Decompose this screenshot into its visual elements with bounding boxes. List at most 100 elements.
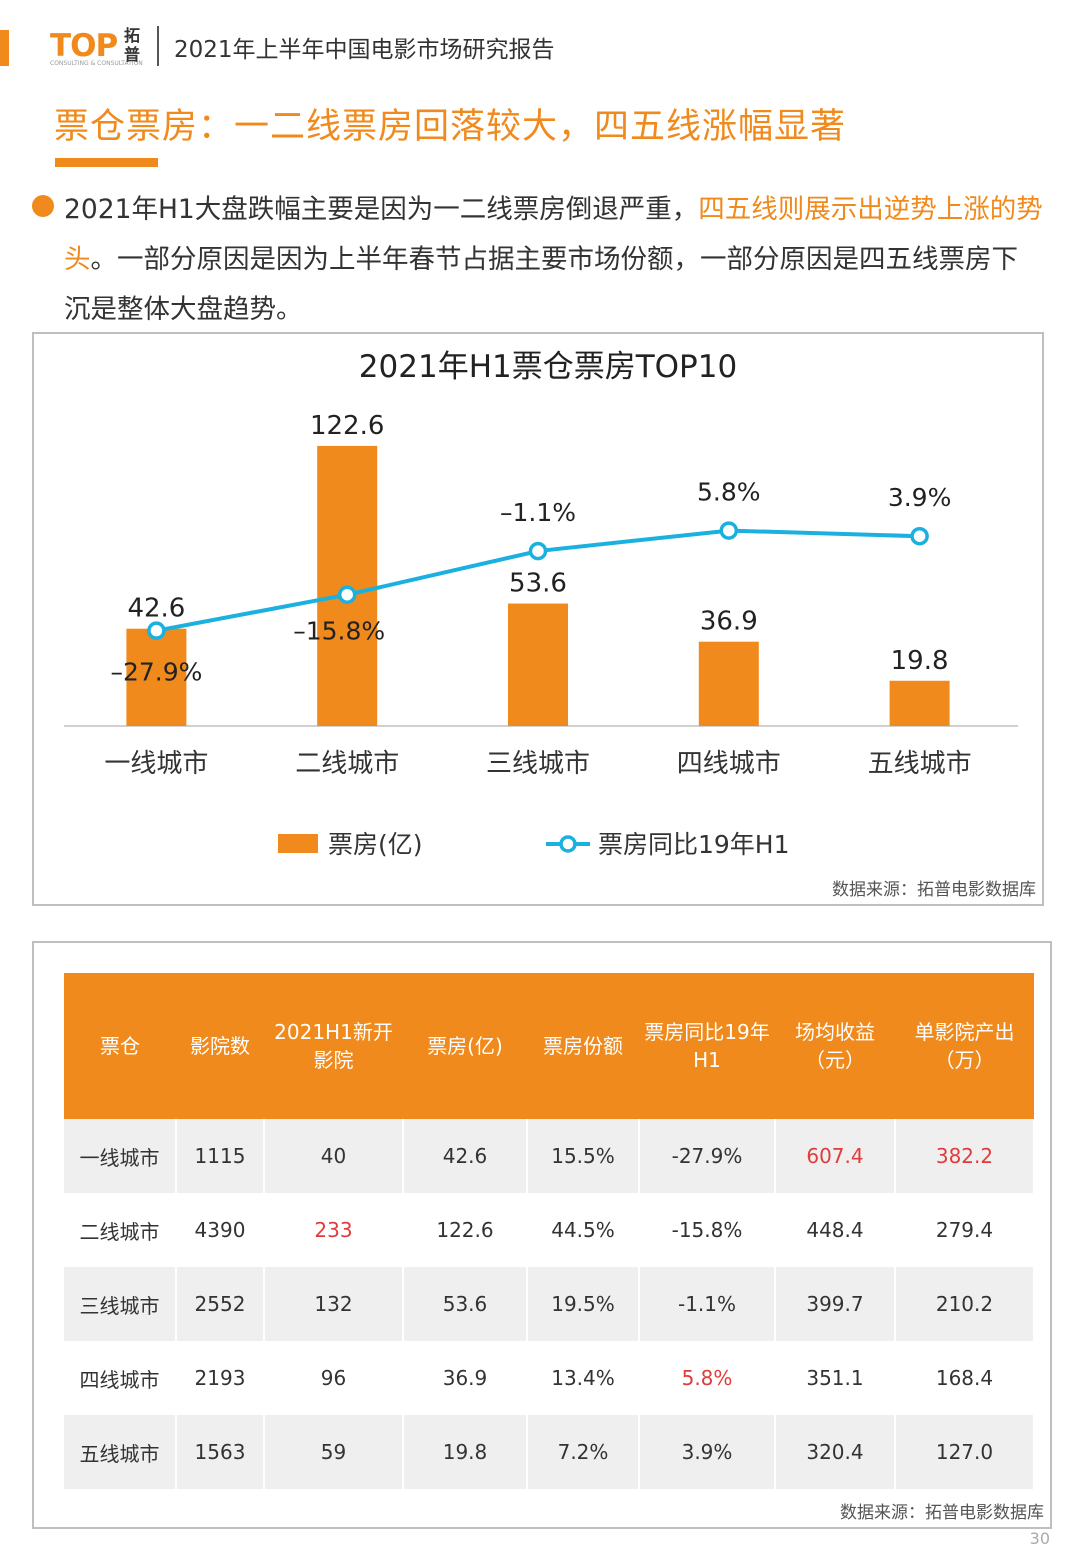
yoy-label: –27.9%: [110, 658, 202, 687]
table-cell: 127.0: [895, 1415, 1035, 1489]
table-header-cell: 票房同比19年H1: [639, 973, 775, 1119]
table-header-cell: 2021H1新开影院: [264, 973, 403, 1119]
yoy-point-4: [719, 521, 739, 540]
table-cell: 2552: [176, 1267, 265, 1341]
bar-1: [126, 628, 187, 726]
table-cell: 1115: [176, 1119, 265, 1193]
logo-chinese: 拓普: [124, 26, 141, 64]
yoy-label: –15.8%: [293, 617, 385, 646]
table-cell: 四线城市: [64, 1341, 177, 1415]
table-cell: 607.4: [775, 1119, 896, 1193]
table-cell: 44.5%: [527, 1193, 640, 1267]
table-cell: 210.2: [895, 1267, 1035, 1341]
page-heading: 票仓票房：一二线票房回落较大，四五线涨幅显著: [54, 107, 847, 147]
table-cell: 351.1: [775, 1341, 896, 1415]
table-cell: 36.9: [403, 1341, 528, 1415]
intro-text-1: 2021年H1大盘跌幅主要是因为一二线票房倒退严重，: [64, 194, 699, 225]
table-cell: 382.2: [895, 1119, 1035, 1193]
x-tick-label: 四线城市: [677, 749, 781, 779]
table-header-cell: 单影院产出（万）: [895, 973, 1034, 1119]
bar-3: [508, 603, 568, 726]
table-header-row: 票仓 影院数 2021H1新开影院 票房(亿) 票房份额 票房同比19年H1 场均收益（元）…: [64, 973, 1034, 1119]
table-header-cell: 场均收益（元）: [775, 973, 895, 1119]
table-body: 一线城市 1115 40 42.6 15.5% -27.9% 607.4 382.2 二线城市 4…: [64, 1119, 1035, 1489]
legend-bar-swatch: [278, 834, 318, 853]
bar-4: [698, 641, 759, 726]
box-office-chart: 2021年H1票仓票房TOP10 一线城市 二线城市 三线城市 四线城市 五线城市 –27.…: [64, 349, 1018, 859]
yoy-point-3: [528, 541, 548, 561]
table-row: 三线城市 2552 132 53.6 19.5% -1.1% 399.7 210.2: [64, 1267, 1035, 1341]
table-cell: 53.6: [403, 1267, 528, 1341]
chart-panel: 2021年H1票仓票房TOP10 一线城市 二线城市 三线城市 四线城市 五线城市 –27.…: [32, 332, 1044, 906]
yoy-label: –1.1%: [500, 498, 576, 527]
table-cell: -27.9%: [639, 1119, 776, 1193]
legend-line-label: 票房同比19年H1: [598, 830, 790, 859]
table-cell: 132: [264, 1267, 404, 1341]
table-cell: 40: [264, 1119, 404, 1193]
chart-title: 2021年H1票仓票房TOP10: [359, 349, 737, 385]
table-cell: 19.8: [403, 1415, 528, 1489]
table-cell: 5.8%: [639, 1341, 776, 1415]
table-cell: 3.9%: [639, 1415, 776, 1489]
intro-paragraph: 2021年H1大盘跌幅主要是因为一二线票房倒退严重，四五线则展示出逆势上涨的势头…: [64, 185, 1044, 335]
table-cell: 15.5%: [527, 1119, 640, 1193]
table-cell: 320.4: [775, 1415, 896, 1489]
table-cell: 59: [264, 1415, 404, 1489]
table-cell: 2193: [176, 1341, 265, 1415]
report-title: 2021年上半年中国电影市场研究报告: [174, 37, 555, 63]
bar-5: [889, 680, 950, 726]
table-cell: 三线城市: [64, 1267, 177, 1341]
table-cell: 448.4: [775, 1193, 896, 1267]
table-cell: 7.2%: [527, 1415, 640, 1489]
table-source: 数据来源：拓普电影数据库: [840, 1503, 1044, 1523]
table-cell: 19.5%: [527, 1267, 640, 1341]
table-cell: -15.8%: [639, 1193, 776, 1267]
x-tick-label: 三线城市: [486, 749, 590, 779]
bar-value-label: 42.6: [127, 594, 185, 624]
bar-value-label: 122.6: [310, 411, 384, 441]
table-cell: 122.6: [403, 1193, 528, 1267]
table-cell: 399.7: [775, 1267, 896, 1341]
table-cell: 二线城市: [64, 1193, 177, 1267]
table-cell: 一线城市: [64, 1119, 177, 1193]
yoy-label: 3.9%: [888, 483, 952, 512]
table-cell: 1563: [176, 1415, 265, 1489]
table-cell: 4390: [176, 1193, 265, 1267]
table-cell: 279.4: [895, 1193, 1035, 1267]
top-logo: TOP CONSULTING & CONSULTATION 拓普: [50, 26, 150, 68]
table-row: 四线城市 2193 96 36.9 13.4% 5.8% 351.1 168.4: [64, 1341, 1035, 1415]
bullet-dot: [32, 195, 54, 217]
logo-subtext: CONSULTING & CONSULTATION: [50, 60, 143, 67]
intro-highlight: 四五线则展示出逆势上涨的势头: [64, 194, 1043, 275]
table-cell: -1.1%: [639, 1267, 776, 1341]
x-tick-label: 二线城市: [295, 749, 399, 779]
bar-value-label: 19.8: [891, 646, 949, 676]
x-tick-label: 一线城市: [104, 749, 208, 779]
legend-bar-label: 票房(亿): [328, 830, 423, 859]
table-header-cell: 影院数: [176, 973, 264, 1119]
table-header-cell: 票房份额: [527, 973, 639, 1119]
x-tick-label: 五线城市: [868, 749, 972, 779]
table-cell: 168.4: [895, 1341, 1035, 1415]
yoy-label: 5.8%: [697, 478, 761, 507]
box-office-table: 票仓 影院数 2021H1新开影院 票房(亿) 票房份额 票房同比19年H1 场均收益（元）…: [64, 973, 1035, 1489]
yoy-point-1: [147, 621, 166, 640]
table-panel: 票仓 影院数 2021H1新开影院 票房(亿) 票房份额 票房同比19年H1 场均收益（元）…: [32, 941, 1052, 1529]
table-cell: 五线城市: [64, 1415, 177, 1489]
table-row: 五线城市 1563 59 19.8 7.2% 3.9% 320.4 127.0: [64, 1415, 1035, 1489]
table-cell: 233: [264, 1193, 404, 1267]
yoy-point-2: [337, 585, 357, 604]
table-cell: 96: [264, 1341, 404, 1415]
intro-text-2: 。一部分原因是因为上半年春节占据主要市场份额，一部分原因是四五线票房下沉是整体大…: [64, 244, 1018, 325]
page-number: 30: [1029, 1529, 1050, 1548]
chart-source: 数据来源：拓普电影数据库: [832, 880, 1036, 900]
table-cell: 42.6: [403, 1119, 528, 1193]
table-header-cell: 票房(亿): [403, 973, 527, 1119]
header-divider: [157, 26, 159, 66]
logo-text: TOP: [50, 28, 118, 64]
side-accent-mark: [0, 30, 9, 66]
bar-value-label: 53.6: [509, 569, 567, 599]
bar-value-label: 36.9: [700, 607, 758, 637]
table-cell: 13.4%: [527, 1341, 640, 1415]
heading-underline: [55, 158, 158, 167]
